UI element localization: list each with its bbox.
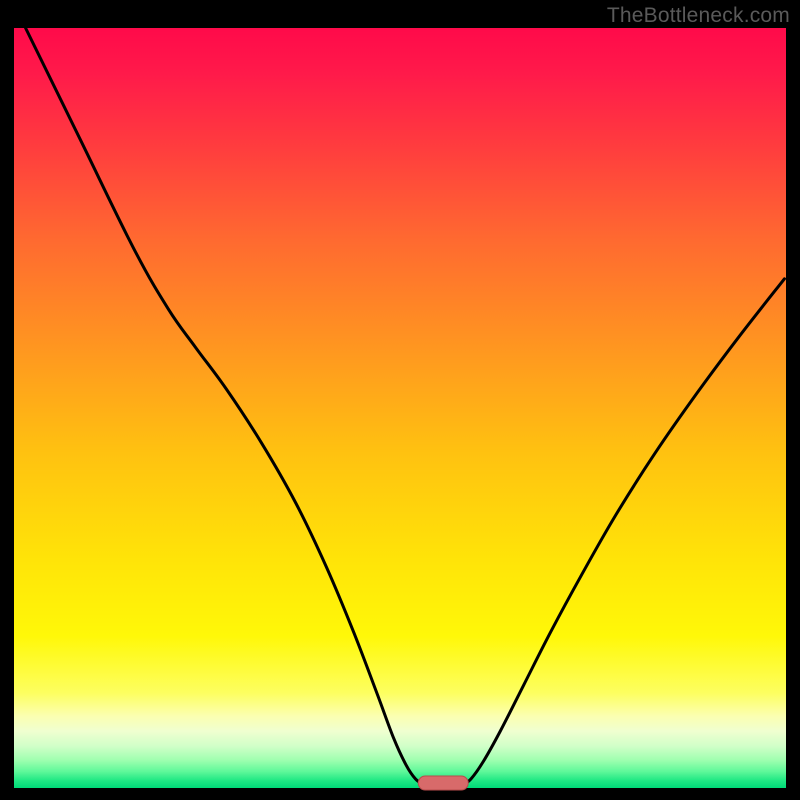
chart-stage: TheBottleneck.com — [0, 0, 800, 800]
chart-plot-area — [14, 28, 786, 788]
bottleneck-chart — [0, 0, 800, 800]
optimal-marker — [418, 776, 468, 790]
watermark-text: TheBottleneck.com — [607, 4, 790, 28]
